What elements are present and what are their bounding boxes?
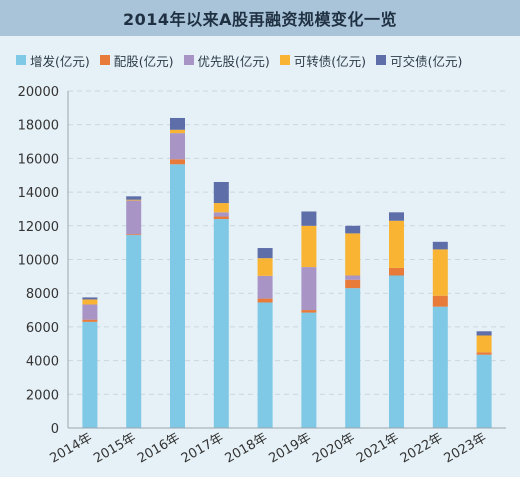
y-tick-label: 6000 <box>26 321 59 336</box>
legend-swatch <box>16 55 26 65</box>
bar-segment <box>476 354 492 428</box>
x-tick-label: 2016年 <box>135 430 182 466</box>
y-tick-label: 0 <box>51 422 59 437</box>
bar-segment <box>126 235 142 428</box>
legend-swatch <box>183 55 194 65</box>
legend-label: 优先股(亿元) <box>197 53 270 69</box>
chart-legend: 增发(亿元) 配股(亿元) 优先股(亿元) 可转债(亿元) 可交债(亿元) <box>16 48 516 72</box>
bar-segment <box>432 241 448 250</box>
y-tick-label: 2000 <box>26 388 59 403</box>
y-tick-label: 4000 <box>26 355 59 370</box>
legend-item-kejiaozhai: 可交债(亿元) <box>376 51 462 70</box>
bar-segment <box>432 249 448 296</box>
bar-segment <box>82 321 98 428</box>
title-bar: 2014年以来A股再融资规模变化一览 <box>0 0 520 36</box>
bar-segment <box>257 298 273 303</box>
y-tick-label: 18000 <box>18 119 59 134</box>
legend-item-youxiangu: 优先股(亿元) <box>183 51 270 70</box>
bar-segment <box>170 133 185 160</box>
bar-segment <box>476 335 492 353</box>
legend-swatch <box>376 55 387 65</box>
bar-segment <box>170 129 185 134</box>
bar-segment <box>389 220 404 268</box>
bar-segment <box>257 248 273 259</box>
bar-segment <box>345 233 361 276</box>
bar-segment <box>170 117 185 130</box>
bar-segment <box>82 304 98 320</box>
bar-segment <box>301 211 317 226</box>
bar-segment <box>170 164 185 429</box>
bar-segment <box>170 159 185 165</box>
bar-segment <box>213 203 229 213</box>
y-tick-label: 10000 <box>18 254 59 269</box>
bar-segment <box>213 212 229 217</box>
bar-segment <box>126 200 142 235</box>
bar-segment <box>126 199 142 201</box>
bar-segment <box>126 196 142 200</box>
legend-item-zengfa: 增发(亿元) <box>16 51 90 70</box>
x-tick-label: 2020年 <box>310 430 357 466</box>
bar-segment <box>213 181 229 204</box>
y-tick-label: 16000 <box>18 152 59 167</box>
legend-item-peigu: 配股(亿元) <box>99 51 174 70</box>
legend-swatch <box>99 55 110 65</box>
legend-label: 可交债(亿元) <box>390 53 463 69</box>
chart-title: 2014年以来A股再融资规模变化一览 <box>123 10 397 29</box>
x-tick-label: 2018年 <box>223 430 270 466</box>
bar-segment <box>345 225 361 234</box>
y-tick-label: 12000 <box>18 220 59 235</box>
bar-segment <box>301 312 317 428</box>
bar-segment <box>301 310 317 313</box>
bar-segment <box>345 279 361 289</box>
bar-segment <box>213 219 229 428</box>
x-tick-label: 2023年 <box>442 430 489 466</box>
bar-segment <box>301 225 317 268</box>
bar-segment <box>82 297 98 300</box>
x-tick-label: 2022年 <box>398 430 445 466</box>
bar-segment <box>476 331 492 336</box>
x-tick-label: 2019年 <box>266 430 313 466</box>
legend-label: 可转债(亿元) <box>293 53 367 69</box>
legend-item-kezhuanzhai: 可转债(亿元) <box>279 51 367 70</box>
bar-segment <box>345 288 361 428</box>
bar-segment <box>432 295 448 307</box>
bar-segment <box>82 319 98 322</box>
legend-label: 配股(亿元) <box>113 53 174 69</box>
x-tick-label: 2015年 <box>91 430 138 466</box>
bar-segment <box>257 258 273 276</box>
bar-segment <box>432 306 448 428</box>
bar-segment <box>257 302 273 428</box>
bar-segment <box>389 267 404 276</box>
bar-segment <box>213 216 229 220</box>
bar-segment <box>389 275 404 428</box>
y-tick-label: 8000 <box>26 287 59 302</box>
bars-layer <box>82 117 492 429</box>
legend-label: 增发(亿元) <box>30 53 90 69</box>
x-tick-label: 2021年 <box>354 430 401 466</box>
y-tick-label: 14000 <box>18 186 59 201</box>
bar-segment <box>82 299 98 305</box>
legend-swatch <box>279 55 290 65</box>
bar-segment <box>257 275 273 299</box>
bar-segment <box>345 275 361 280</box>
bar-segment <box>301 267 317 311</box>
x-tick-label: 2017年 <box>179 430 226 466</box>
bar-segment <box>476 352 492 355</box>
bar-segment <box>126 234 142 236</box>
bar-segment <box>389 212 404 221</box>
y-tick-label: 20000 <box>18 85 59 100</box>
